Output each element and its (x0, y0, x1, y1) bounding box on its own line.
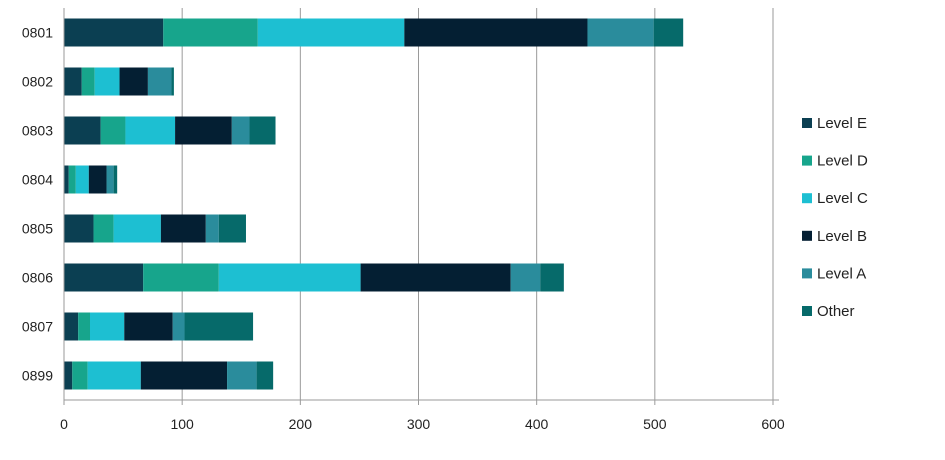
bar-0802-level-c (94, 67, 120, 96)
y-category-label: 0804 (22, 172, 53, 188)
y-category-label: 0805 (22, 221, 53, 237)
bar-0899-level-d (72, 361, 88, 390)
x-tick-label: 600 (761, 416, 785, 432)
bar-0801-level-a (587, 18, 654, 47)
legend-swatch (802, 118, 812, 128)
bar-0804-level-c (75, 165, 89, 194)
legend-label: Level D (817, 153, 868, 170)
bar-0807-level-c (89, 312, 125, 341)
bar-0801-level-b (404, 18, 588, 47)
y-category-label: 0806 (22, 270, 53, 286)
bar-0803-level-d (100, 116, 126, 145)
x-tick-label: 400 (525, 416, 549, 432)
legend-swatch (802, 193, 812, 204)
y-category-label: 0899 (22, 368, 53, 384)
bar-0806-level-e (64, 263, 144, 292)
bar-0804-level-a (106, 165, 114, 194)
bar-0803-other (249, 116, 276, 145)
y-category-label: 0802 (22, 74, 53, 90)
x-tick-label: 100 (170, 416, 194, 432)
bar-0805-level-b (160, 214, 206, 243)
x-tick-label: 0 (60, 416, 68, 432)
x-tick-label: 300 (407, 416, 431, 432)
bar-0803-level-a (231, 116, 250, 145)
y-category-label: 0801 (22, 25, 53, 41)
bar-0806-other (540, 263, 564, 292)
y-category-label: 0807 (22, 319, 53, 335)
bar-0806-level-d (143, 263, 219, 292)
bar-0802-level-a (147, 67, 172, 96)
legend-swatch (802, 230, 812, 241)
bar-0802-level-d (81, 67, 95, 96)
bar-0807-level-a (172, 312, 185, 341)
gridlines (181, 8, 774, 400)
bar-0806-level-b (360, 263, 511, 292)
bar-0802-level-b (119, 67, 148, 96)
legend-label: Level A (817, 265, 866, 282)
bar-0806-level-c (218, 263, 361, 292)
x-tick-label: 500 (643, 416, 667, 432)
bar-0805-level-c (113, 214, 161, 243)
bar-0899-other (256, 361, 274, 390)
bar-0804-other (113, 165, 118, 194)
bar-0807-level-d (78, 312, 90, 341)
bar-0803-level-b (175, 116, 232, 145)
bar-0805-other (218, 214, 246, 243)
bar-0807-level-e (64, 312, 79, 341)
bar-0803-level-c (125, 116, 176, 145)
bar-0804-level-e (64, 165, 69, 194)
bar-0899-level-b (140, 361, 228, 390)
bar-0802-other (171, 67, 174, 96)
bar-0804-level-d (68, 165, 76, 194)
bar-0805-level-d (93, 214, 114, 243)
bar-0802-level-e (64, 67, 82, 96)
legend-swatch (802, 268, 812, 279)
bar-0805-level-a (205, 214, 219, 243)
legend-swatch (802, 155, 812, 166)
bar-0807-other (184, 312, 254, 341)
bar-0807-level-b (124, 312, 173, 341)
bar-0804-level-b (88, 165, 107, 194)
bar-0801-level-e (64, 18, 164, 47)
bar-0806-level-a (510, 263, 541, 292)
bar-0805-level-e (64, 214, 94, 243)
bar-0899-level-a (227, 361, 257, 390)
y-category-label: 0803 (22, 123, 53, 139)
legend-swatch (802, 306, 812, 316)
bar-0803-level-e (64, 116, 101, 145)
bar-0801-level-d (163, 18, 258, 47)
legend-label: Other (817, 303, 855, 320)
legend: Level E Level D Level C Level B Level A Other (802, 115, 868, 320)
legend-label: Level B (817, 228, 867, 245)
axes: 0 100 200 300 400 500 600 0801 0802 0803 0804 0805 0… (22, 8, 785, 432)
x-tick-label: 200 (289, 416, 313, 432)
bar-area (64, 18, 684, 390)
legend-label: Level E (817, 115, 867, 132)
bar-0899-level-c (87, 361, 141, 390)
legend-label: Level C (817, 190, 868, 207)
bar-0801-other (653, 18, 684, 47)
bar-0899-level-e (64, 361, 73, 390)
bar-0801-level-c (257, 18, 405, 47)
